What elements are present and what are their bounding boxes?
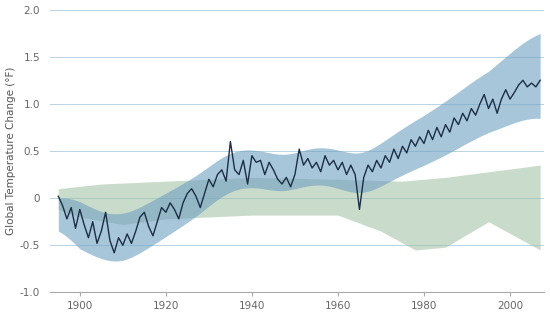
Y-axis label: Global Temperature Change (°F): Global Temperature Change (°F)	[6, 67, 15, 235]
